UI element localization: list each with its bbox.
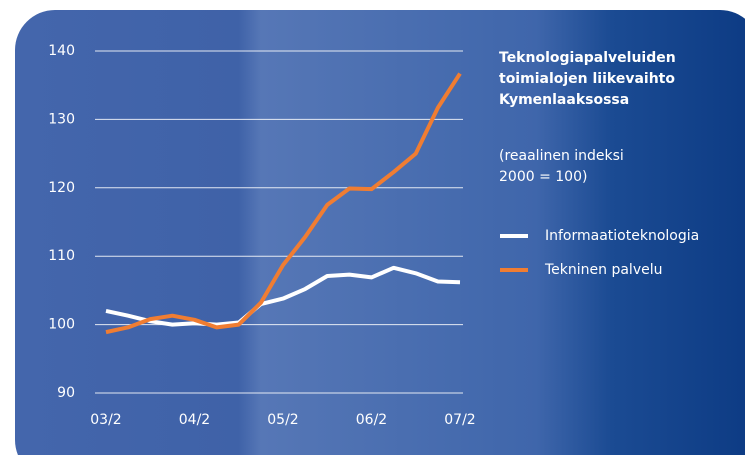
series-line — [105, 72, 462, 335]
chart-title: toimialojen liikevaihto — [499, 71, 675, 87]
chart-title: Teknologiapalveluiden — [499, 50, 676, 66]
chart-subtitle: 2000 = 100) — [499, 169, 587, 185]
x-tick-label: 04/2 — [179, 412, 210, 428]
y-tick-label: 130 — [48, 111, 75, 127]
x-tick-label: 07/2 — [444, 412, 475, 428]
chart-subtitle: (reaalinen indeksi — [499, 148, 624, 164]
y-tick-label: 140 — [48, 43, 75, 59]
y-tick-label: 90 — [57, 385, 75, 401]
legend-label: Informaatioteknologia — [545, 228, 699, 244]
legend-label: Tekninen palvelu — [544, 262, 662, 278]
series-line — [105, 265, 461, 327]
x-tick-label: 06/2 — [356, 412, 387, 428]
y-tick-label: 110 — [48, 248, 75, 264]
y-tick-label: 120 — [48, 180, 75, 196]
chart-title: Kymenlaaksossa — [499, 92, 629, 108]
x-tick-label: 05/2 — [267, 412, 298, 428]
y-tick-label: 100 — [48, 317, 75, 333]
x-tick-label: 03/2 — [90, 412, 121, 428]
panel — [15, 10, 745, 459]
